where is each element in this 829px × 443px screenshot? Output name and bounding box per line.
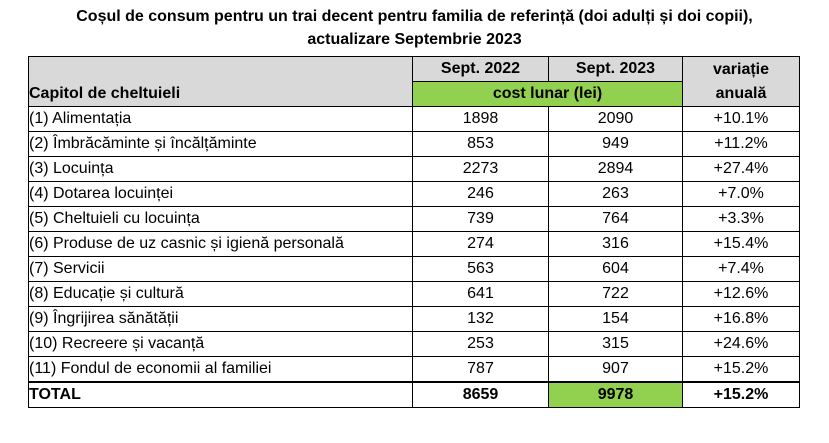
variation-cell: +11.2% xyxy=(682,131,800,157)
cost-2023-cell: 949 xyxy=(548,131,683,157)
row-label: (10) Recreere și vacanță xyxy=(28,331,413,357)
table-row: (11) Fondul de economii al familiei 787 90… xyxy=(28,356,800,383)
header-row-years: Capitol de cheltuieli Sept. 2022 Sept. 2… xyxy=(28,56,800,107)
variation-column-header: variație anuală xyxy=(682,56,800,107)
monthly-cost-header: cost lunar (lei) xyxy=(412,81,683,107)
cost-2023-cell: 2090 xyxy=(548,106,683,132)
table-row: (6) Produse de uz casnic și igienă perso… xyxy=(28,231,800,257)
table-row: (10) Recreere și vacanță 253 315 +24.6% xyxy=(28,331,800,357)
variation-cell: +15.2% xyxy=(682,356,800,383)
total-row: TOTAL 8659 9978 +15.2% xyxy=(28,381,800,408)
title-line-1: Coșul de consum pentru un trai decent pe… xyxy=(76,8,753,25)
row-label: (1) Alimentația xyxy=(28,106,413,132)
table-row: (3) Locuința 2273 2894 +27.4% xyxy=(28,156,800,182)
variation-cell: +16.8% xyxy=(682,306,800,332)
total-label: TOTAL xyxy=(28,381,413,408)
variation-cell: +24.6% xyxy=(682,331,800,357)
variation-cell: +10.1% xyxy=(682,106,800,132)
row-label: (11) Fondul de economii al familiei xyxy=(28,356,413,383)
header-row-cost: cost lunar (lei) xyxy=(29,81,800,107)
chapter-column-header: Capitol de cheltuieli xyxy=(28,56,413,107)
cost-2022-cell: 787 xyxy=(412,356,549,383)
cost-2023-cell: 604 xyxy=(548,256,683,282)
table-row: (8) Educație și cultură 641 722 +12.6% xyxy=(28,281,800,307)
row-label: (5) Cheltuieli cu locuința xyxy=(28,206,413,232)
row-label: (9) Îngrijirea sănătății xyxy=(28,306,413,332)
title-line-2: actualizare Septembrie 2023 xyxy=(307,31,522,48)
variation-cell: +3.3% xyxy=(682,206,800,232)
table-row: (2) Îmbrăcăminte și încălțăminte 853 949 +1… xyxy=(28,131,800,157)
cost-2023-cell: 316 xyxy=(548,231,683,257)
cost-2022-cell: 274 xyxy=(412,231,549,257)
variation-header-line-2: anuală xyxy=(715,84,767,102)
variation-header-line-1: variație xyxy=(712,60,770,78)
cost-2022-cell: 1898 xyxy=(412,106,549,132)
variation-cell: +12.6% xyxy=(682,281,800,307)
cost-2023-cell: 722 xyxy=(548,281,683,307)
cost-2022-cell: 132 xyxy=(412,306,549,332)
table-body: (1) Alimentația 1898 2090 +10.1% (2) Îmbrăcă… xyxy=(28,106,800,408)
variation-cell: +7.0% xyxy=(682,181,800,207)
cost-2023-cell: 263 xyxy=(548,181,683,207)
cost-2022-cell: 2273 xyxy=(412,156,549,182)
cost-2022-cell: 641 xyxy=(412,281,549,307)
cost-2023-cell: 764 xyxy=(548,206,683,232)
row-label: (2) Îmbrăcăminte și încălțăminte xyxy=(28,131,413,157)
table-row: (9) Îngrijirea sănătății 132 154 +16.8% xyxy=(28,306,800,332)
row-label: (8) Educație și cultură xyxy=(28,281,413,307)
variation-cell: +27.4% xyxy=(682,156,800,182)
consumption-basket-table: Capitol de cheltuieli Sept. 2022 Sept. 2… xyxy=(28,56,800,408)
total-2022-cell: 8659 xyxy=(412,381,549,408)
cost-2022-cell: 253 xyxy=(412,331,549,357)
year-2022-header: Sept. 2022 xyxy=(412,56,549,82)
total-2023-cell: 9978 xyxy=(548,381,683,408)
table-row: (4) Dotarea locuinței 246 263 +7.0% xyxy=(28,181,800,207)
year-2023-header: Sept. 2023 xyxy=(548,56,683,82)
variation-cell: +15.4% xyxy=(682,231,800,257)
cost-2022-cell: 246 xyxy=(412,181,549,207)
cost-2023-cell: 154 xyxy=(548,306,683,332)
table-row: (5) Cheltuieli cu locuința 739 764 +3.3% xyxy=(28,206,800,232)
row-label: (7) Servicii xyxy=(28,256,413,282)
cost-2023-cell: 907 xyxy=(548,356,683,383)
table-row: (7) Servicii 563 604 +7.4% xyxy=(28,256,800,282)
row-label: (3) Locuința xyxy=(28,156,413,182)
cost-2022-cell: 739 xyxy=(412,206,549,232)
table-row: (1) Alimentația 1898 2090 +10.1% xyxy=(28,106,800,132)
page-title: Coșul de consum pentru un trai decent pe… xyxy=(0,5,829,51)
cost-2023-cell: 315 xyxy=(548,331,683,357)
variation-cell: +7.4% xyxy=(682,256,800,282)
row-label: (6) Produse de uz casnic și igienă perso… xyxy=(28,231,413,257)
cost-2023-cell: 2894 xyxy=(548,156,683,182)
row-label: (4) Dotarea locuinței xyxy=(28,181,413,207)
total-variation-cell: +15.2% xyxy=(682,381,800,408)
cost-2022-cell: 853 xyxy=(412,131,549,157)
cost-2022-cell: 563 xyxy=(412,256,549,282)
